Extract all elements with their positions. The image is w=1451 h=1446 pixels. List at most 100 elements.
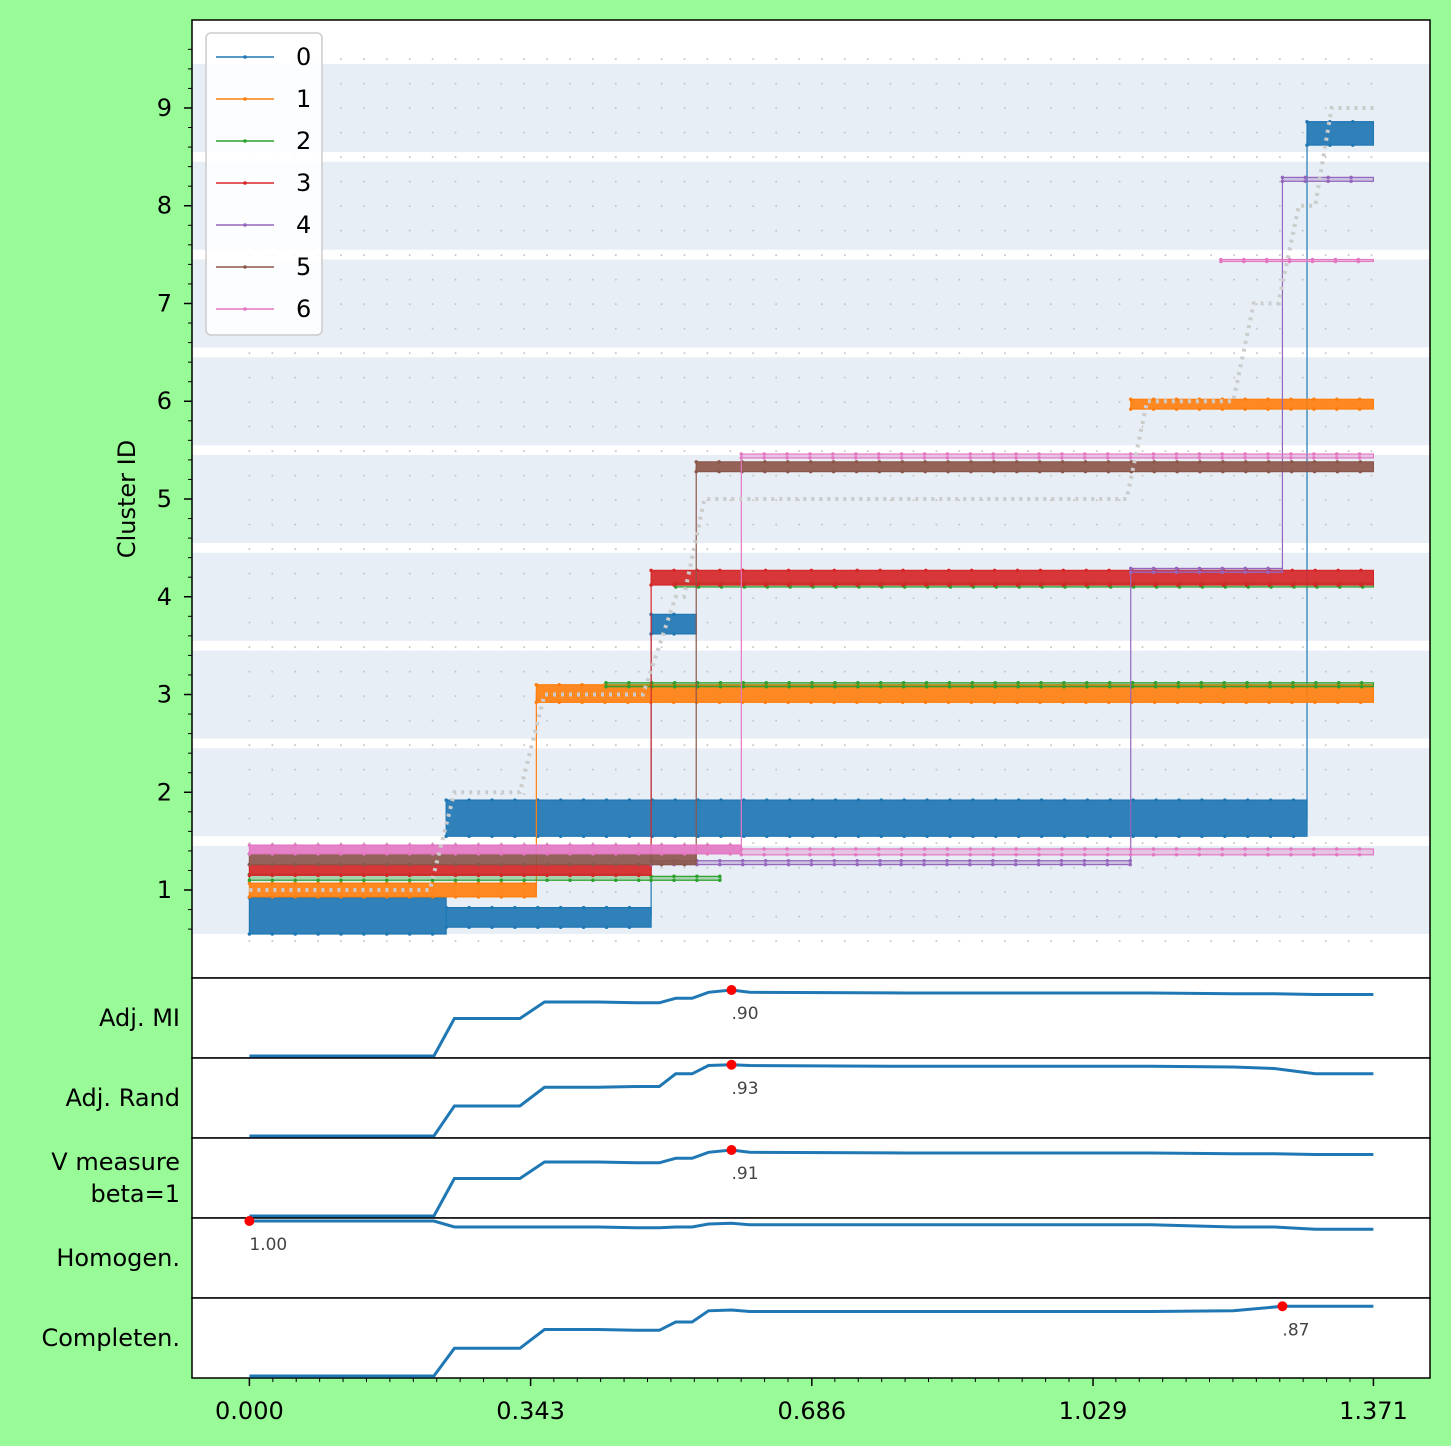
metric-peak-marker [726,985,737,995]
legend-box [205,32,323,336]
legend-marker [243,265,247,269]
metric-annotation: 1.00 [249,1235,287,1255]
metric-label-line: Adj. Rand [66,1084,180,1112]
legend-marker [243,307,247,311]
reference-line [249,106,1374,892]
legend-label: 3 [296,169,311,197]
series-6-markers [739,452,1362,460]
series-5-band [248,853,697,866]
series-4-markers [1128,566,1270,575]
series-4-markers [899,858,1132,867]
cluster-series [247,119,1375,936]
metric-label-line: Adj. MI [99,1004,180,1032]
series-6-band [740,453,1375,459]
metric-peak-marker [726,1145,737,1155]
series-4 [649,175,1375,867]
series-0-band [445,907,652,928]
y-tick-label: 8 [157,192,172,220]
series-1 [247,397,1375,899]
legend-label: 1 [296,85,311,113]
metric-label-line: Homogen. [56,1244,180,1272]
y-tick-label: 7 [157,289,172,317]
metric-annotation: .93 [731,1079,758,1099]
series-0-markers [444,905,632,929]
legend-marker [243,55,247,59]
legend-label: 2 [296,127,311,155]
series-2-band [605,682,1375,688]
metric-peak-marker [726,1059,737,1070]
x-tick-label: 1.029 [1059,1397,1128,1425]
legend-label: 5 [296,253,311,281]
metric-label-line: Completen. [41,1324,180,1352]
series-1-band [248,882,537,898]
series-1-markers [534,682,1363,705]
x-tick-label: 0.000 [215,1397,284,1425]
metric-line [249,1304,1374,1378]
x-tick-label: 0.343 [496,1397,565,1425]
series-5-band [695,461,1375,473]
series-2-markers [649,874,722,882]
legend-marker [243,181,247,185]
cluster-band [192,552,1430,641]
series-0-band [650,613,697,635]
series-0-markers [444,798,1296,839]
cluster-band [192,259,1430,348]
cluster-band [192,161,1430,250]
y-tick-label: 1 [157,876,172,904]
metric-panels: .90 Adj. MI .93 Adj. Rand .91 V measure beta=1… [41,977,1431,1379]
metric-panel: .93 Adj. Rand [66,1057,1431,1139]
series-1-markers [247,881,526,899]
series-0-band [445,799,1308,837]
metric-annotation: .87 [1282,1320,1309,1340]
metric-line [249,1148,1374,1218]
legend-label: 6 [296,295,311,323]
metric-label: Adj. Rand [66,1084,180,1112]
cluster-band [192,63,1430,152]
series-3-markers [649,568,1363,587]
y-tick-label: 2 [157,778,172,806]
metric-panel: 1.00 Homogen. [56,1216,1431,1299]
series-3-band [650,569,1375,586]
metric-label-line: beta=1 [91,1180,181,1208]
cluster-bands [192,63,1430,935]
x-tick-label: 0.686 [777,1397,846,1425]
series-4-markers [1280,175,1353,184]
metric-annotation: .90 [731,1004,758,1024]
series-0-band [1306,121,1375,146]
legend-marker [243,139,247,143]
x-tick-label: 1.371 [1339,1397,1408,1425]
series-0-band [248,897,447,935]
series-2-markers [604,681,1364,689]
legend-label: 0 [296,43,311,71]
y-tick-label: 4 [157,583,172,611]
x-axis: 0.000 0.343 0.686 1.029 1.371 [215,1378,1408,1425]
series-6-markers [1219,257,1361,264]
metric-frame [191,977,1431,1059]
metric-label: Homogen. [56,1244,180,1272]
y-tick-label: 6 [157,387,172,415]
series-6-band [248,844,742,855]
legend: 0 1 2 3 4 5 6 [205,32,323,336]
series-2-band [650,875,722,881]
y-tick-label: 3 [157,681,172,709]
series-3-band [248,864,652,876]
metric-panel: .90 Adj. MI [99,977,1431,1059]
legend-label: 4 [296,211,311,239]
metric-line [249,1219,1374,1231]
y-axis: 1 2 3 4 5 6 7 8 9 [157,48,192,930]
legend-marker [243,97,247,101]
metric-line [249,1063,1374,1138]
metric-panel: .91 V measure beta=1 [51,1137,1431,1219]
metric-annotation: .91 [731,1164,758,1184]
metric-frame [191,1057,1431,1139]
y-axis-label: Cluster ID [113,440,141,558]
metric-frame [191,1217,1431,1299]
series-1-markers [1128,397,1362,411]
y-tick-label: 9 [157,94,172,122]
series-6-markers [247,843,733,856]
series-0-markers [1305,119,1355,147]
series-5-markers [694,460,1363,474]
y-tick-label: 5 [157,485,172,513]
reference-line-path [249,106,1374,892]
